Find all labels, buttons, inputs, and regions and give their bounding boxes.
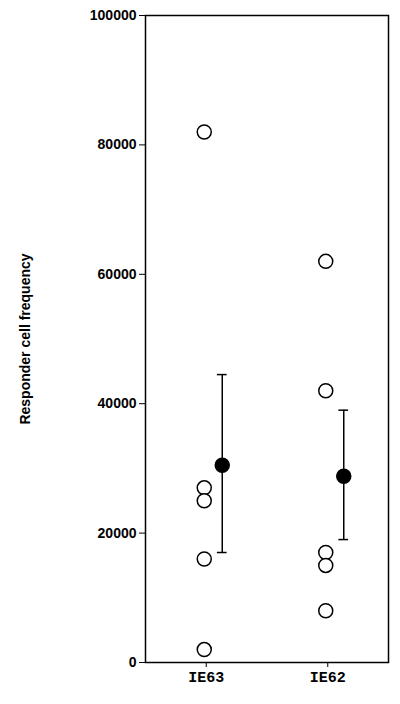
svg-text:80000: 80000 — [98, 136, 137, 152]
svg-text:40000: 40000 — [98, 395, 137, 411]
svg-text:0: 0 — [129, 654, 137, 670]
svg-text:20000: 20000 — [98, 525, 137, 541]
svg-text:Responder cell frequency: Responder cell frequency — [17, 253, 33, 424]
svg-text:IE62: IE62 — [310, 670, 346, 687]
svg-text:60000: 60000 — [98, 266, 137, 282]
svg-text:IE63: IE63 — [188, 670, 224, 687]
svg-text:100000: 100000 — [90, 7, 137, 23]
